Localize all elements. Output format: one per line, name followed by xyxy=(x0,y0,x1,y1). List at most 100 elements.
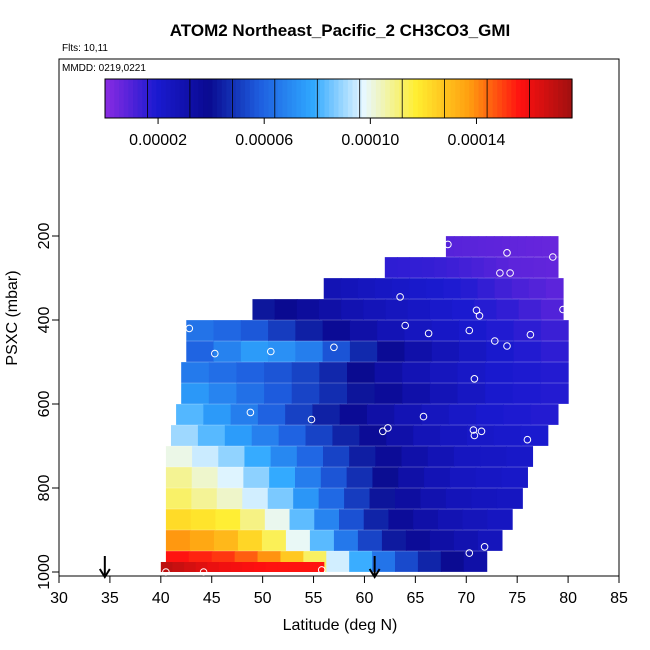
heat-cell xyxy=(487,509,513,530)
heat-cell xyxy=(405,530,431,551)
heat-cell xyxy=(540,299,564,320)
colorbar-segment xyxy=(324,79,330,118)
heat-cell xyxy=(477,236,487,257)
heat-cell xyxy=(181,362,210,383)
colorbar: 0.00002 0.00006 0.00010 0.00014 xyxy=(104,78,573,149)
heat-cell xyxy=(344,488,371,509)
heat-cell xyxy=(377,320,406,341)
data-point xyxy=(330,343,338,352)
heat-cell xyxy=(528,278,547,299)
colorbar-segment xyxy=(282,79,288,118)
x-tick-label: 40 xyxy=(152,590,170,607)
heat-cell xyxy=(176,404,204,425)
colorbar-tick-label: 0.00014 xyxy=(448,132,506,149)
colorbar-segment xyxy=(427,79,433,118)
heat-cell xyxy=(184,562,197,572)
data-point xyxy=(185,324,194,333)
data-point xyxy=(477,427,486,436)
heat-cell xyxy=(540,362,569,383)
heat-cell xyxy=(160,562,174,572)
colorbar-segment xyxy=(226,79,232,118)
heat-cell xyxy=(511,278,530,299)
heat-cell xyxy=(369,488,396,509)
data-point xyxy=(475,312,484,320)
data-point xyxy=(384,424,392,432)
heat-cell xyxy=(404,320,433,341)
colorbar-segment xyxy=(221,79,228,118)
data-point xyxy=(503,249,511,257)
colorbar-segment xyxy=(366,79,372,118)
heat-cell xyxy=(165,509,192,530)
colorbar-segment xyxy=(371,79,377,118)
chart-title: ATOM2 Northeast_Pacific_2 CH3CO3_GMI xyxy=(170,21,510,40)
colorbar-segment xyxy=(525,79,531,118)
colorbar-segment xyxy=(128,79,134,118)
heat-cell xyxy=(420,488,447,509)
heat-cell xyxy=(520,257,534,278)
colorbar-segment xyxy=(273,79,279,118)
heat-cell xyxy=(349,551,373,572)
heat-cell xyxy=(165,530,191,551)
colorbar-segment xyxy=(529,79,536,118)
heat-cell xyxy=(374,362,403,383)
colorbar-segment xyxy=(403,79,410,118)
heat-cell xyxy=(203,404,232,425)
heat-cell xyxy=(388,509,414,530)
colorbar-segment xyxy=(548,79,554,118)
colorbar-segment xyxy=(539,79,545,118)
x-tick-label: 80 xyxy=(559,590,577,607)
mmdd-label: MMDD: 0219,0221 xyxy=(62,63,146,74)
heat-cell xyxy=(372,551,396,572)
colorbar-frame xyxy=(104,78,573,119)
heat-cell xyxy=(426,278,444,299)
heat-cell xyxy=(319,362,348,383)
data-point xyxy=(469,426,478,434)
heat-cell xyxy=(509,236,519,257)
heat-cell xyxy=(486,320,515,341)
heat-cell xyxy=(483,257,497,278)
data-point xyxy=(199,568,208,576)
data-point xyxy=(379,427,387,436)
heat-cell xyxy=(493,236,503,257)
heat-cell xyxy=(540,341,569,362)
heat-cell xyxy=(421,404,450,425)
heat-cell xyxy=(288,562,302,572)
heat-cell xyxy=(251,425,280,446)
heat-cell xyxy=(475,467,503,488)
data-point xyxy=(564,404,572,413)
heat-cell xyxy=(385,299,409,320)
heat-cell xyxy=(443,278,462,299)
colorbar-segment xyxy=(133,79,139,118)
data-point xyxy=(526,330,535,339)
colorbar-segment xyxy=(114,79,120,118)
colorbar-segment xyxy=(441,79,447,118)
heat-cell xyxy=(236,362,265,383)
heat-cell xyxy=(181,383,210,404)
heat-cell xyxy=(339,509,365,530)
y-tick-label: 200 xyxy=(36,223,53,250)
colorbar-segment xyxy=(305,79,312,118)
heat-cell xyxy=(446,257,460,278)
heat-cell xyxy=(219,562,232,572)
colorbar-segment xyxy=(161,79,167,118)
colorbar-segment xyxy=(175,79,181,118)
data-point xyxy=(506,269,514,277)
heat-cell xyxy=(257,404,286,425)
heat-cell xyxy=(240,320,269,341)
data-point xyxy=(559,305,567,314)
colorbar-segment xyxy=(483,79,489,118)
heat-cell xyxy=(322,320,351,341)
heat-cell xyxy=(240,509,266,530)
heat-cell xyxy=(375,446,403,467)
heat-cell xyxy=(195,562,208,572)
measurement-points xyxy=(162,240,572,576)
heat-cell xyxy=(512,362,542,383)
colorbar-segment xyxy=(287,79,293,118)
heat-cell xyxy=(349,341,378,362)
heat-cell xyxy=(508,257,522,278)
colorbar-segment xyxy=(217,79,223,118)
heat-cell xyxy=(165,467,193,488)
data-point xyxy=(496,269,504,277)
heat-cell xyxy=(349,446,376,467)
colorbar-segment xyxy=(165,79,171,118)
